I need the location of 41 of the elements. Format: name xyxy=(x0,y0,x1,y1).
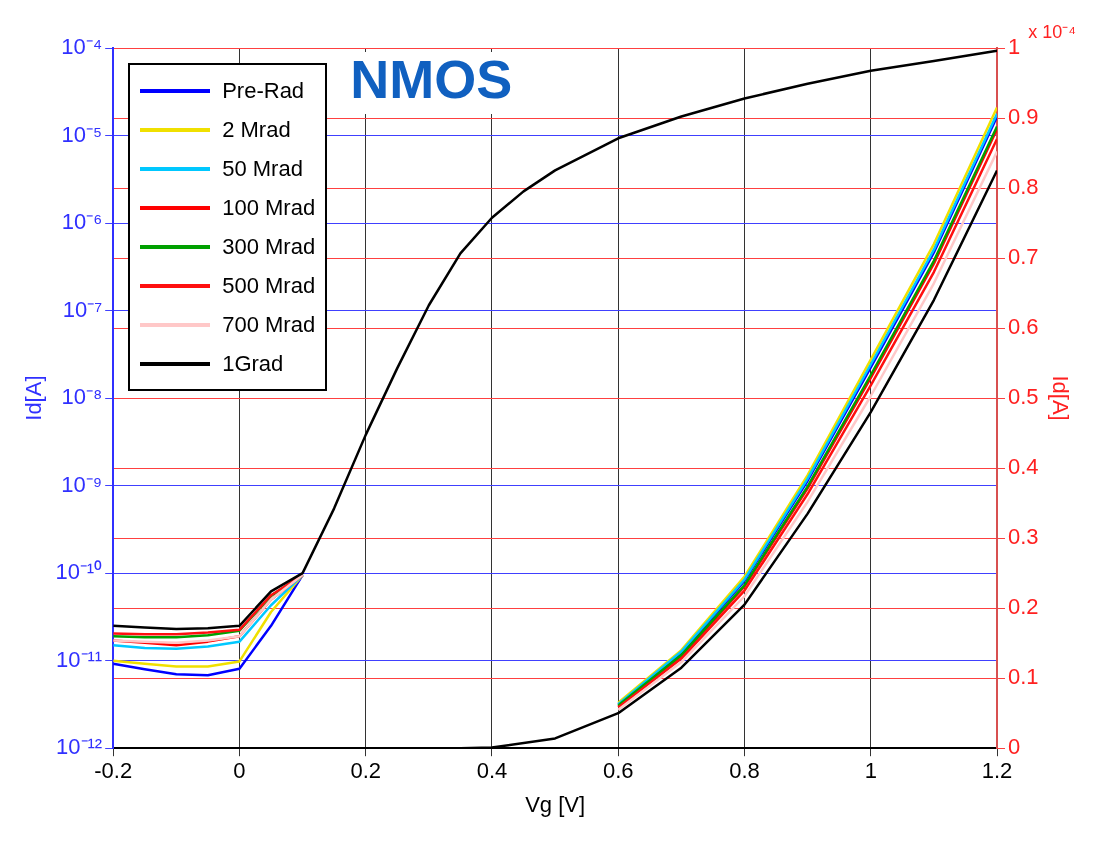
x-tick-label: 1.2 xyxy=(981,758,1013,784)
legend-label: 100 Mrad xyxy=(222,194,316,221)
y-tick-label: 10⁻⁶ xyxy=(61,209,103,235)
y2-tick-label: 0.8 xyxy=(1008,174,1039,200)
y-tick-label: 10⁻¹⁰ xyxy=(55,559,103,585)
chart-title: NMOS xyxy=(350,48,513,109)
x-tick-label: 0.4 xyxy=(476,758,508,784)
y-tick-label: 10⁻¹¹ xyxy=(56,646,103,672)
y-axis-title: Id[A] xyxy=(21,375,47,421)
legend-label: 500 Mrad xyxy=(222,272,316,299)
y-tick-label: 10⁻⁹ xyxy=(61,471,103,497)
legend-label: Pre-Rad xyxy=(222,77,305,104)
y2-tick-label: 0 xyxy=(1008,734,1021,760)
y-tick-label: 10⁻⁴ xyxy=(61,34,103,60)
x-axis-title: Vg [V] xyxy=(525,791,586,817)
y2-tick-label: 0.7 xyxy=(1008,244,1039,270)
legend-label: 1Grad xyxy=(222,350,284,377)
y2-tick-label: 0.9 xyxy=(1008,104,1039,130)
y2-tick-label: 0.3 xyxy=(1008,524,1039,550)
y2-tick-label: 0.5 xyxy=(1008,384,1039,410)
legend-label: 700 Mrad xyxy=(222,311,316,338)
legend-label: 50 Mrad xyxy=(222,155,303,182)
y2-tick-label: 0.6 xyxy=(1008,314,1039,340)
x-tick-label: 0 xyxy=(233,758,246,784)
x-tick-label: 0.6 xyxy=(602,758,634,784)
y-tick-label: 10⁻⁸ xyxy=(61,384,103,410)
x-tick-label: 0.8 xyxy=(729,758,760,784)
y2-tick-label: 0.4 xyxy=(1008,454,1039,480)
y2-tick-label: 1 xyxy=(1008,34,1021,60)
y-tick-label: 10⁻⁷ xyxy=(62,296,103,322)
y2-tick-label: 0.2 xyxy=(1008,594,1039,620)
x-tick-label: 0.2 xyxy=(350,758,382,784)
legend-label: 300 Mrad xyxy=(222,233,316,260)
x-tick-label: -0.2 xyxy=(94,758,133,784)
y-tick-label: 10⁻⁵ xyxy=(61,121,103,147)
y2-tick-label: 0.1 xyxy=(1008,664,1039,690)
y-tick-label: 10⁻¹² xyxy=(56,734,103,760)
text: x 10⁻⁴ xyxy=(1028,21,1076,42)
x-tick-label: 1 xyxy=(864,758,877,784)
y2-axis-title: Id[A] xyxy=(1047,375,1073,421)
legend-label: 2 Mrad xyxy=(222,116,291,143)
